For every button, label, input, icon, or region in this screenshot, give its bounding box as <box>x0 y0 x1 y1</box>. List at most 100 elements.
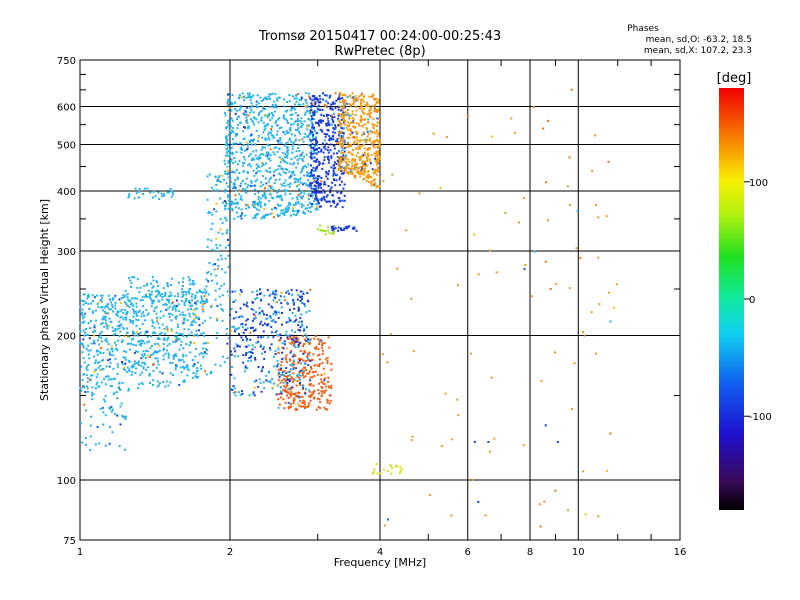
data-point <box>237 215 240 218</box>
data-point <box>281 167 284 170</box>
data-point <box>282 131 285 134</box>
data-point <box>88 379 91 381</box>
data-point <box>251 105 254 108</box>
data-point <box>299 177 302 180</box>
data-point <box>157 191 160 194</box>
data-point <box>311 205 313 208</box>
data-point <box>273 110 276 113</box>
data-point <box>270 185 273 188</box>
data-point <box>196 334 199 337</box>
data-point <box>374 155 377 158</box>
data-point <box>315 176 318 179</box>
data-point <box>383 524 386 527</box>
data-point <box>238 94 241 97</box>
data-point <box>255 289 258 292</box>
data-point <box>365 179 368 182</box>
data-point <box>274 353 277 355</box>
data-point <box>302 405 305 408</box>
data-point <box>229 217 231 220</box>
data-point <box>327 226 329 229</box>
data-point <box>301 395 304 398</box>
data-point <box>247 114 250 117</box>
data-point <box>297 146 300 149</box>
data-point <box>264 177 267 180</box>
data-point <box>278 299 281 301</box>
data-point <box>262 366 264 369</box>
data-point <box>264 146 267 149</box>
data-point <box>377 170 380 173</box>
data-point <box>215 184 218 186</box>
data-point <box>332 174 335 177</box>
data-point <box>359 101 362 104</box>
y-tick-label: 300 <box>57 247 76 258</box>
data-point <box>334 126 337 129</box>
data-point <box>285 189 288 192</box>
data-point <box>333 144 336 147</box>
data-point <box>231 200 234 203</box>
data-point <box>343 227 346 230</box>
data-point <box>161 296 164 298</box>
data-point <box>357 147 360 150</box>
data-point <box>264 203 267 206</box>
data-point <box>287 337 290 340</box>
data-point <box>263 192 266 194</box>
data-point <box>271 125 273 128</box>
data-point <box>366 175 369 178</box>
data-point <box>355 147 357 150</box>
data-point <box>124 358 127 361</box>
data-point <box>169 361 172 364</box>
data-point <box>261 175 264 178</box>
data-point <box>106 348 109 351</box>
data-point <box>391 466 393 469</box>
data-point <box>310 367 313 370</box>
data-point <box>313 156 316 159</box>
data-point <box>375 110 378 113</box>
data-point <box>166 282 169 284</box>
data-point <box>356 168 359 171</box>
data-point <box>184 314 187 317</box>
data-point <box>306 109 308 112</box>
data-point <box>135 324 138 327</box>
data-point <box>182 295 184 297</box>
data-point <box>81 314 84 317</box>
data-point <box>304 132 307 135</box>
data-point <box>271 320 274 323</box>
data-point <box>377 101 380 104</box>
data-point <box>252 150 255 153</box>
data-point <box>266 154 269 157</box>
data-point <box>377 141 380 144</box>
data-point <box>112 333 115 336</box>
data-point <box>280 292 283 294</box>
data-point <box>268 153 271 156</box>
data-point <box>178 358 181 361</box>
data-point <box>152 363 155 366</box>
data-point <box>364 170 367 173</box>
data-point <box>288 201 290 204</box>
data-point <box>325 113 328 116</box>
data-point <box>297 180 300 183</box>
data-point <box>138 187 141 190</box>
data-point <box>291 206 294 209</box>
data-point <box>248 92 251 95</box>
data-point <box>353 142 355 145</box>
data-point <box>286 378 289 381</box>
data-point <box>267 133 270 136</box>
data-point <box>172 306 174 309</box>
data-point <box>111 306 114 308</box>
data-point <box>337 105 340 108</box>
data-point <box>326 177 329 180</box>
data-point <box>146 187 149 190</box>
data-point <box>308 92 310 95</box>
data-point <box>334 227 337 230</box>
data-point <box>114 302 117 304</box>
data-point <box>301 368 304 371</box>
data-point <box>285 372 288 375</box>
data-point <box>277 371 280 374</box>
data-point <box>324 233 327 236</box>
data-point <box>301 358 304 361</box>
data-point <box>329 143 332 146</box>
data-point <box>341 206 344 209</box>
data-point <box>343 147 346 150</box>
data-point <box>311 143 314 146</box>
data-point <box>254 357 257 360</box>
